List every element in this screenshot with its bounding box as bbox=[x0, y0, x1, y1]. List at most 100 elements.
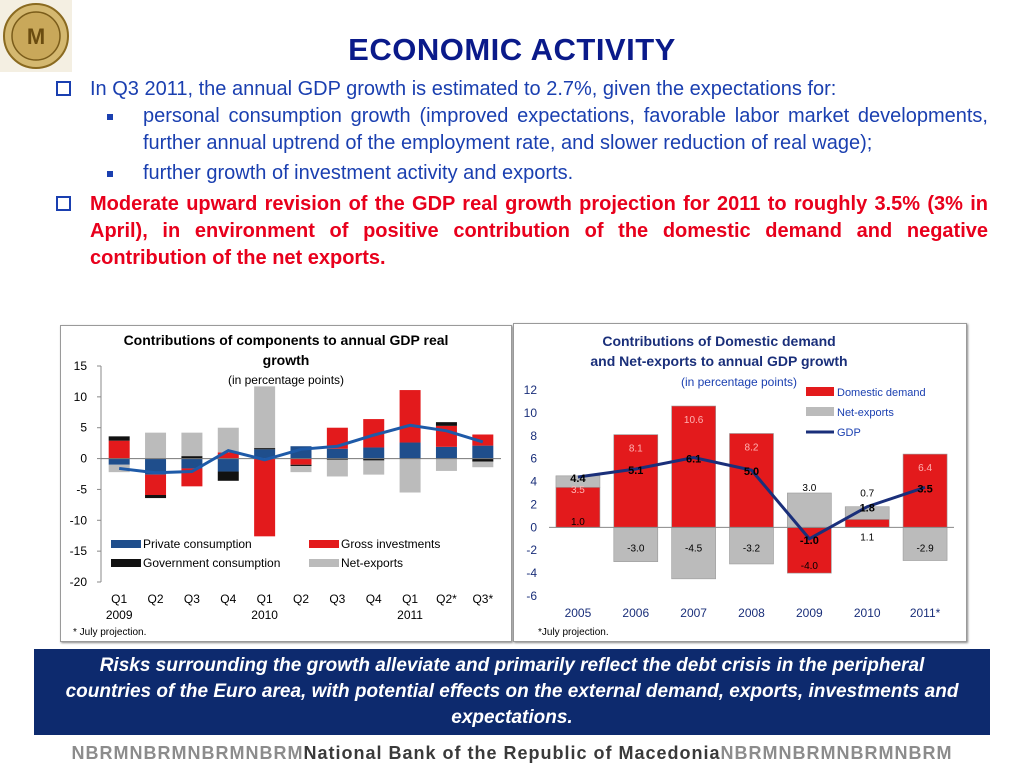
x-tick-label: 2005 bbox=[565, 606, 592, 620]
chart-subtitle: (in percentage points) bbox=[681, 375, 797, 389]
x-year-label: 2009 bbox=[106, 608, 133, 622]
domestic-demand-label: 6.4 bbox=[918, 463, 932, 474]
bar-segment-0 bbox=[217, 458, 239, 472]
y-tick-label: 5 bbox=[80, 421, 87, 435]
bullet-revision: Moderate upward revision of the GDP real… bbox=[56, 191, 988, 272]
x-tick-label: Q4 bbox=[220, 592, 236, 606]
bar-segment-2 bbox=[363, 458, 385, 461]
legend-swatch bbox=[806, 407, 834, 416]
y-tick-label: -20 bbox=[70, 575, 88, 589]
y-tick-label: -5 bbox=[76, 482, 87, 496]
y-tick-label: 10 bbox=[524, 406, 538, 420]
bar-segment-1 bbox=[399, 390, 421, 443]
bar-segment-1 bbox=[472, 434, 494, 446]
x-tick-label: 2008 bbox=[738, 606, 765, 620]
bar-segment-0 bbox=[108, 458, 130, 465]
bar-segment-1 bbox=[217, 452, 239, 459]
domestic-demand-label: -4.0 bbox=[801, 561, 819, 572]
checkbox-bullet-icon bbox=[56, 196, 71, 211]
domestic-demand-label: 8.1 bbox=[629, 444, 643, 455]
bar-segment-0 bbox=[326, 448, 348, 459]
y-tick-label: -6 bbox=[526, 589, 537, 603]
bar-segment-3 bbox=[217, 427, 239, 453]
net-exports-label: -3.0 bbox=[627, 543, 645, 554]
x-tick-label: Q2 bbox=[293, 592, 309, 606]
y-tick-label: -2 bbox=[526, 543, 537, 557]
footer-right: NBRMNBRMNBRMNBRM bbox=[720, 743, 953, 763]
domestic-demand-bar bbox=[787, 527, 832, 574]
square-bullet-icon bbox=[107, 171, 113, 177]
legend-label: Net-exports bbox=[837, 407, 894, 419]
bar-segment-0 bbox=[472, 445, 494, 459]
x-tick-label: 2010 bbox=[854, 606, 881, 620]
bar-segment-0 bbox=[181, 458, 203, 469]
gdp-line bbox=[119, 423, 484, 475]
sub-bullet-text: personal consumption growth (improved ex… bbox=[143, 105, 988, 154]
y-tick-label: 4 bbox=[530, 475, 537, 489]
bar-segment-1 bbox=[363, 419, 385, 448]
domestic-demand-label: 10.6 bbox=[684, 415, 704, 426]
bar-segment-1 bbox=[290, 458, 312, 465]
x-tick-label: Q2* bbox=[436, 592, 457, 606]
domestic-demand-bar bbox=[729, 433, 774, 528]
y-tick-label: 2 bbox=[530, 497, 537, 511]
legend-label: Gross investments bbox=[341, 537, 440, 551]
net-exports-label: 1.0 bbox=[571, 517, 585, 528]
chart-demand-netexports: Contributions of Domestic demand and Net-… bbox=[524, 333, 954, 638]
bar-segment-3 bbox=[363, 460, 385, 475]
y-tick-label: -10 bbox=[70, 513, 88, 527]
x-tick-label: 2011* bbox=[910, 606, 941, 620]
bar-segment-1 bbox=[108, 440, 130, 459]
bar-segment-2 bbox=[181, 456, 203, 459]
bar-segment-2 bbox=[108, 436, 130, 441]
gdp-line bbox=[577, 455, 926, 541]
x-tick-label: Q1 bbox=[111, 592, 127, 606]
legend-label: Domestic demand bbox=[837, 387, 926, 399]
bullet-text: In Q3 2011, the annual GDP growth is est… bbox=[90, 78, 837, 100]
y-tick-label: -4 bbox=[526, 566, 537, 580]
bullet-list: In Q3 2011, the annual GDP growth is est… bbox=[56, 76, 988, 272]
x-tick-label: Q1 bbox=[402, 592, 418, 606]
bar-segment-2 bbox=[217, 471, 239, 481]
x-tick-label: Q2 bbox=[148, 592, 164, 606]
net-exports-label: -4.5 bbox=[685, 543, 703, 554]
domestic-demand-label: 3.5 bbox=[571, 485, 585, 496]
gdp-value-label: 1.8 bbox=[860, 503, 875, 515]
net-exports-label: -2.9 bbox=[916, 543, 934, 554]
bar-segment-2 bbox=[435, 422, 457, 426]
net-exports-bar bbox=[671, 527, 716, 580]
bar-segment-3 bbox=[145, 432, 167, 459]
domestic-demand-bar bbox=[671, 405, 716, 528]
x-tick-label: 2006 bbox=[622, 606, 649, 620]
bar-segment-2 bbox=[145, 494, 167, 499]
legend-swatch bbox=[111, 540, 141, 548]
bar-segment-2 bbox=[290, 464, 312, 466]
x-tick-label: Q3 bbox=[329, 592, 345, 606]
chart-title: and Net-exports to annual GDP growth bbox=[590, 353, 847, 369]
gdp-value-label: 3.5 bbox=[917, 483, 932, 495]
chart-note: * July projection. bbox=[73, 627, 146, 638]
domestic-demand-bar bbox=[844, 519, 890, 528]
bar-segment-1 bbox=[254, 458, 276, 537]
bar-segment-3 bbox=[472, 461, 494, 468]
x-tick-label: 2009 bbox=[796, 606, 823, 620]
gdp-value-label: 6.1 bbox=[686, 454, 701, 466]
x-tick-label: Q4 bbox=[366, 592, 382, 606]
chart-title: Contributions of components to annual GD… bbox=[124, 332, 449, 348]
bar-segment-3 bbox=[254, 386, 276, 449]
y-tick-label: 12 bbox=[524, 383, 538, 397]
bar-segment-0 bbox=[254, 449, 276, 459]
risk-banner-text: Risks surrounding the growth alleviate a… bbox=[65, 655, 959, 728]
bar-segment-0 bbox=[399, 442, 421, 459]
y-tick-label: 15 bbox=[74, 359, 88, 373]
y-tick-label: -15 bbox=[70, 544, 88, 558]
x-year-label: 2010 bbox=[251, 608, 278, 622]
sub-bullet-investment: further growth of investment activity an… bbox=[107, 160, 988, 187]
y-tick-label: 0 bbox=[530, 520, 537, 534]
bar-segment-2 bbox=[254, 448, 276, 450]
x-year-label: 2011 bbox=[397, 608, 423, 622]
y-tick-label: 10 bbox=[74, 390, 88, 404]
legend-label: Private consumption bbox=[143, 537, 252, 551]
chart-components: Contributions of components to annual GD… bbox=[70, 332, 501, 638]
sub-bullet-text: further growth of investment activity an… bbox=[143, 162, 574, 184]
